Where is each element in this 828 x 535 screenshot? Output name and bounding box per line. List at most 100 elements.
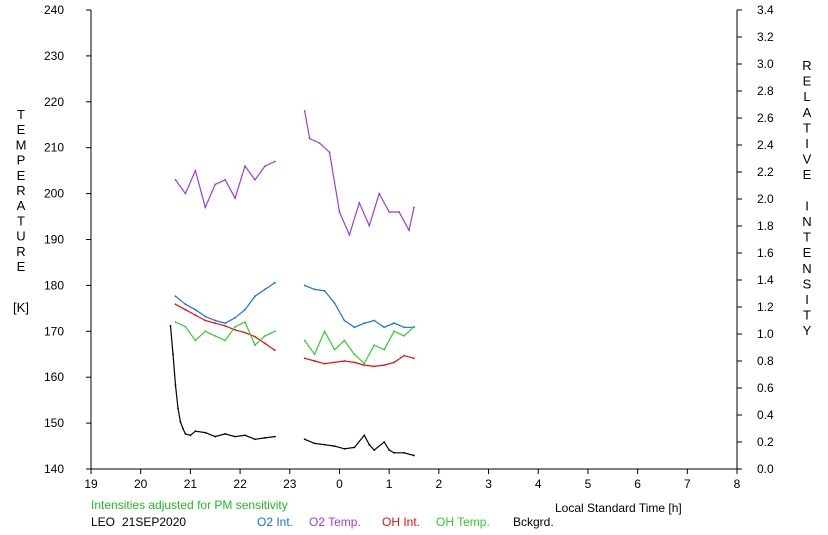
x-tick-label: 0: [336, 477, 343, 491]
data-point-oh-temp: [313, 353, 316, 356]
y-right-title-letter: T: [803, 120, 811, 135]
data-point-oh-int: [204, 319, 207, 322]
x-axis-title: Local Standard Time [h]: [555, 501, 682, 515]
data-point-bckgrd: [333, 445, 336, 447]
data-point-oh-temp: [323, 330, 326, 333]
data-point-oh-int: [403, 354, 405, 357]
series-line-o2-temp: [304, 110, 415, 237]
y-left-tick-label: 200: [44, 187, 64, 201]
y-right-tick-label: 1.0: [757, 327, 774, 341]
data-point-o2-temp: [234, 197, 237, 200]
data-point-o2-int: [244, 308, 246, 311]
x-tick-label: 21: [184, 477, 198, 491]
x-tick-label: 20: [134, 477, 148, 491]
y-right-tick-label: 1.4: [757, 273, 774, 287]
data-point-o2-int: [363, 322, 366, 325]
y-right-title-letter: I: [805, 292, 809, 307]
y-right-tick-label: 0.4: [757, 408, 774, 422]
data-point-oh-int: [363, 364, 366, 366]
data-point-o2-temp: [328, 151, 331, 154]
data-point-bckgrd: [214, 435, 217, 438]
data-point-o2-int: [343, 319, 346, 322]
y-right-title-letter: A: [803, 105, 812, 120]
data-point-bckgrd: [413, 454, 415, 457]
data-point-bckgrd: [264, 437, 266, 439]
x-tick-label: 6: [634, 477, 641, 491]
data-point-bckgrd: [403, 451, 405, 454]
y-right-tick-label: 0.0: [757, 462, 774, 476]
data-point-o2-int: [254, 295, 256, 298]
data-point-oh-temp: [393, 330, 395, 333]
y-left-title-letter: U: [16, 229, 25, 244]
data-point-bckgrd: [313, 442, 316, 445]
data-point-bckgrd: [254, 438, 256, 441]
data-point-bckgrd: [172, 353, 174, 356]
legend-o2-int: O2 Int.: [257, 515, 293, 529]
x-tick-label: 3: [485, 477, 492, 491]
data-point-oh-temp: [194, 339, 197, 342]
series-line-o2-int: [175, 282, 276, 324]
data-point-o2-temp: [204, 206, 207, 209]
y-left-title-letter: R: [16, 183, 25, 198]
data-point-bckgrd: [363, 434, 366, 437]
data-point-oh-temp: [254, 344, 256, 346]
y-right-title-letter: E: [803, 167, 812, 182]
data-point-o2-temp: [194, 169, 197, 172]
data-point-oh-int: [353, 361, 356, 364]
series-line-bckgrd: [304, 434, 415, 457]
data-point-oh-int: [264, 342, 266, 345]
data-point-oh-temp: [403, 335, 405, 337]
data-point-oh-int: [184, 308, 187, 311]
data-point-o2-temp: [358, 201, 361, 204]
legend-oh-temp: OH Temp.: [436, 515, 490, 529]
y-right-tick-label: 2.8: [757, 84, 774, 98]
data-point-o2-temp: [214, 183, 217, 186]
x-tick-label: 4: [535, 477, 542, 491]
data-point-o2-temp: [378, 192, 381, 195]
data-point-oh-temp: [303, 339, 306, 342]
data-point-bckgrd: [224, 433, 227, 435]
y-right-tick-label: 2.6: [757, 111, 774, 125]
y-left-title-letter: A: [17, 198, 26, 213]
series-line-bckgrd: [169, 325, 275, 440]
data-point-bckgrd: [388, 449, 391, 451]
data-point-oh-temp: [264, 335, 266, 337]
y-left-tick-label: 170: [44, 324, 64, 338]
data-point-bckgrd: [368, 443, 371, 446]
data-point-oh-int: [333, 361, 336, 364]
data-point-o2-temp: [264, 165, 266, 168]
data-point-oh-int: [174, 303, 177, 306]
data-point-oh-temp: [363, 362, 366, 365]
y-right-title-letter: V: [803, 152, 812, 167]
data-point-bckgrd: [383, 441, 386, 443]
data-point-o2-temp: [413, 206, 415, 209]
legend-oh-temp-label: OH Temp.: [436, 515, 490, 529]
y-left-tick-label: 240: [44, 3, 64, 17]
legend-bckgrd: Bckgrd.: [513, 515, 554, 529]
data-point-oh-temp: [234, 325, 237, 328]
y-right-title-letter: L: [803, 89, 810, 104]
data-point-bckgrd: [393, 451, 395, 454]
data-point-oh-int: [194, 314, 197, 316]
y-left-tick-label: 180: [44, 278, 64, 292]
data-point-oh-int: [343, 360, 346, 362]
data-point-bckgrd: [174, 384, 177, 387]
station-label: LEO: [91, 515, 116, 529]
y-left-tick-label: 220: [44, 95, 64, 109]
x-tick-label: 22: [233, 477, 247, 491]
data-point-oh-int: [254, 335, 256, 338]
data-point-oh-int: [323, 362, 326, 365]
series-line-o2-temp: [175, 160, 276, 210]
y-right-title-letter: Y: [803, 323, 812, 338]
legend-oh-int: OH Int.: [382, 515, 420, 529]
x-tick-label: 5: [585, 477, 592, 491]
data-point-o2-int: [234, 316, 237, 319]
y-left-title-letter: T: [17, 107, 25, 122]
data-point-bckgrd: [204, 431, 207, 434]
data-point-o2-int: [194, 308, 197, 311]
data-point-o2-int: [214, 319, 217, 322]
legend-o2-int-label: O2 Int.: [257, 515, 294, 529]
data-point-oh-int: [373, 365, 376, 368]
data-point-bckgrd: [189, 434, 192, 437]
